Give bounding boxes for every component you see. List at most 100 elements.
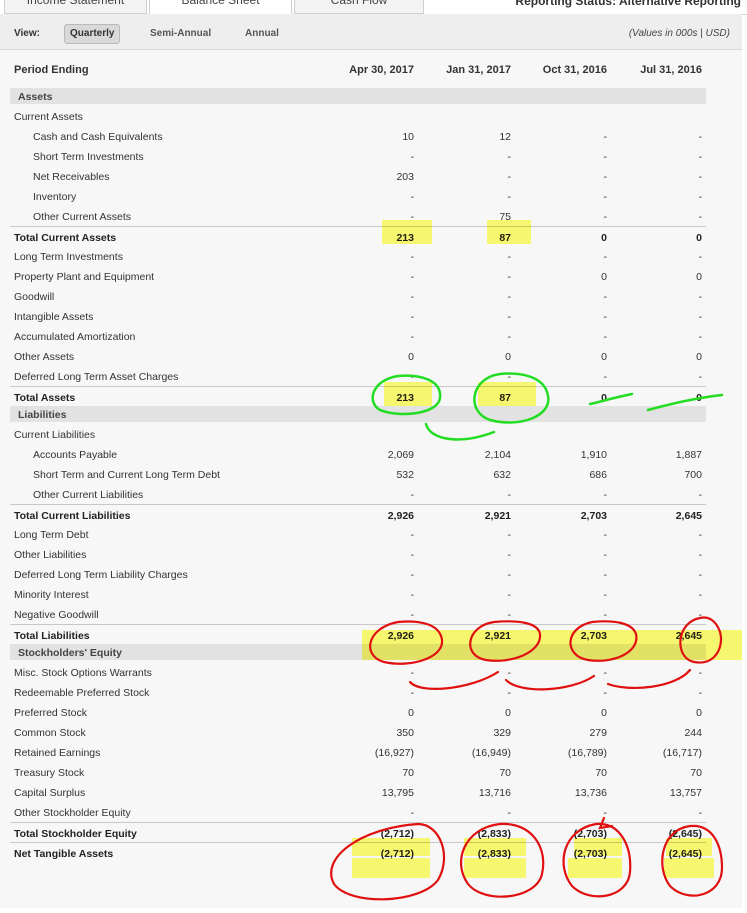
value-cell: 1,887 [675, 449, 702, 461]
view-option-semi-annual[interactable]: Semi-Annual [150, 28, 212, 39]
value-cell: - [698, 171, 703, 183]
value-cell: - [603, 131, 608, 143]
yellow-highlight [478, 382, 536, 406]
table-row-accumulated-amortization: Accumulated Amortization - - - - [10, 326, 706, 346]
value-cell: 1,910 [580, 449, 607, 461]
value-cell: - [410, 569, 415, 581]
value-cell: - [698, 569, 703, 581]
period-header: Apr 30, 2017 [349, 64, 414, 76]
value-cell: - [603, 667, 608, 679]
view-bar: View: Quarterly Semi-Annual Annual (Valu… [0, 14, 742, 50]
table-row-other-liabilities: Other Liabilities - - - - [10, 544, 706, 564]
value-cell: 2,921 [484, 510, 511, 522]
value-cell: - [698, 807, 703, 819]
view-option-annual[interactable]: Annual [245, 28, 279, 39]
value-cell: 0 [601, 271, 607, 283]
row-label: Property Plant and Equipment [14, 271, 155, 283]
value-cell: 2,069 [387, 449, 414, 461]
row-label: Other Current Assets [33, 211, 132, 223]
row-label: Goodwill [14, 291, 55, 303]
row-label: Total Stockholder Equity [14, 828, 137, 840]
row-label: Long Term Debt [14, 529, 89, 541]
value-cell: - [698, 191, 703, 203]
value-cell: - [698, 529, 703, 541]
period-header: Oct 31, 2016 [542, 64, 607, 76]
value-cell: 0 [505, 351, 511, 363]
view-option-quarterly[interactable]: Quarterly [64, 24, 121, 44]
value-cell: - [410, 489, 415, 501]
value-cell: - [698, 151, 703, 163]
row-label: Current Assets [14, 111, 83, 123]
value-cell: - [410, 251, 415, 263]
table-row-cash-and-cash-equivalents: Cash and Cash Equivalents 10 12 - - [10, 126, 706, 146]
table-row-net-receivables: Net Receivables 203 - - - [10, 166, 706, 186]
value-cell: - [698, 687, 703, 699]
row-label: Net Receivables [33, 171, 110, 183]
table-row-misc-stock-options-warrants: Misc. Stock Options Warrants - - - - [10, 662, 706, 682]
table-row-capital-surplus: Capital Surplus 13,795 13,716 13,736 13,757 [10, 782, 706, 802]
value-cell: - [410, 271, 415, 283]
value-cell: 350 [396, 727, 414, 739]
table-row-accounts-payable: Accounts Payable 2,069 2,104 1,910 1,887 [10, 444, 706, 464]
value-cell: - [507, 291, 512, 303]
period-header-row: Period Ending Apr 30, 2017 Jan 31, 2017 … [10, 58, 706, 78]
value-cell: - [603, 291, 608, 303]
tab-cash-flow[interactable]: Cash Flow [294, 0, 424, 14]
value-cell: 686 [589, 469, 607, 481]
value-cell: - [507, 171, 512, 183]
value-cell: 632 [493, 469, 511, 481]
balance-sheet-table: Period Ending Apr 30, 2017 Jan 31, 2017 … [0, 50, 742, 908]
table-row-other-current-liabilities: Other Current Liabilities - - - - [10, 484, 706, 504]
row-label: Net Tangible Assets [14, 848, 114, 860]
value-cell: - [603, 211, 608, 223]
value-cell: - [603, 807, 608, 819]
table-row-inventory: Inventory - - - - [10, 186, 706, 206]
tab-income-statement[interactable]: Income Statement [4, 0, 147, 14]
row-label: Inventory [33, 191, 77, 203]
row-label: Redeemable Preferred Stock [14, 687, 150, 699]
value-cell: 0 [696, 271, 702, 283]
row-label: Liabilities [18, 409, 67, 421]
value-cell: - [410, 291, 415, 303]
value-cell: - [698, 609, 703, 621]
row-label: Cash and Cash Equivalents [33, 131, 163, 143]
value-cell: 700 [684, 469, 702, 481]
table-row-other-stockholder-equity: Other Stockholder Equity - - - - [10, 802, 706, 822]
row-label: Other Current Liabilities [33, 489, 144, 501]
value-cell: - [698, 589, 703, 601]
reporting-status: Reporting Status: Alternative Reporting [515, 0, 741, 8]
value-cell: 0 [601, 351, 607, 363]
table-row-negative-goodwill: Negative Goodwill - - - - [10, 604, 706, 624]
table-row-long-term-debt: Long Term Debt - - - - [10, 524, 706, 544]
table-row-total-current-liabilities: Total Current Liabilities 2,926 2,921 2,703… [10, 504, 706, 524]
value-cell: - [410, 311, 415, 323]
value-cell: - [603, 529, 608, 541]
table-row-deferred-long-term-liability-charges: Deferred Long Term Liability Charges - - - - [10, 564, 706, 584]
row-label: Current Liabilities [14, 429, 96, 441]
table-row-current-assets: Current Assets [10, 106, 706, 126]
value-cell: - [603, 151, 608, 163]
value-cell: - [507, 191, 512, 203]
row-label: Total Assets [14, 392, 76, 404]
value-cell: - [507, 331, 512, 343]
value-cell: - [507, 529, 512, 541]
row-label: Minority Interest [14, 589, 89, 601]
value-cell: 203 [396, 171, 414, 183]
row-label: Other Stockholder Equity [14, 807, 131, 819]
row-label: Common Stock [14, 727, 86, 739]
value-cell: 2,703 [580, 510, 607, 522]
yellow-highlight [362, 630, 742, 660]
yellow-highlight [382, 220, 432, 244]
value-cell: - [698, 489, 703, 501]
value-cell: - [507, 667, 512, 679]
value-cell: - [507, 807, 512, 819]
value-cell: (16,789) [567, 747, 607, 759]
value-cell: - [603, 371, 608, 383]
statement-tabs: Income Statement Balance Sheet Cash Flow… [0, 0, 747, 16]
row-label: Preferred Stock [14, 707, 87, 719]
row-label: Retained Earnings [14, 747, 101, 759]
value-cell: 0 [601, 392, 607, 404]
row-label: Accounts Payable [33, 449, 118, 461]
value-cell: - [698, 311, 703, 323]
tab-balance-sheet[interactable]: Balance Sheet [149, 0, 292, 14]
